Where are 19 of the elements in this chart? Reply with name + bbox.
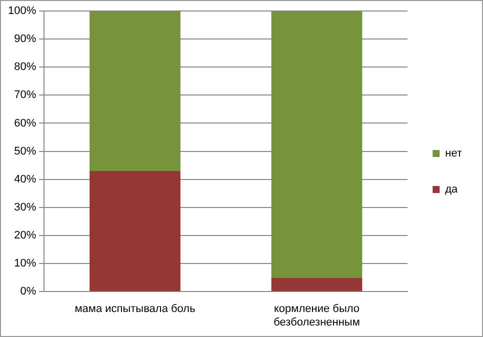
bar [271,11,362,278]
y-tick-label: 90% [14,33,36,46]
y-tick-label: 20% [14,230,36,242]
y-tick-label: 70% [14,89,36,102]
y-tick-label: 60% [14,117,36,130]
bar [90,11,180,171]
y-tick-label: 80% [14,61,36,74]
y-tick-label: 0% [20,286,36,298]
y-tick-label: 40% [14,173,36,186]
y-tick-label: 100% [8,5,36,18]
legend-label: нет [445,148,462,160]
y-tick-label: 50% [14,145,36,158]
x-tick-label: кормление было безболезненным [274,303,360,328]
bar [271,278,362,292]
y-tick-label: 30% [14,201,36,214]
legend-label: да [445,184,459,196]
bar [90,170,180,292]
y-tick-label: 10% [14,258,36,270]
x-tick-label: мама испытывала боль [74,303,196,316]
